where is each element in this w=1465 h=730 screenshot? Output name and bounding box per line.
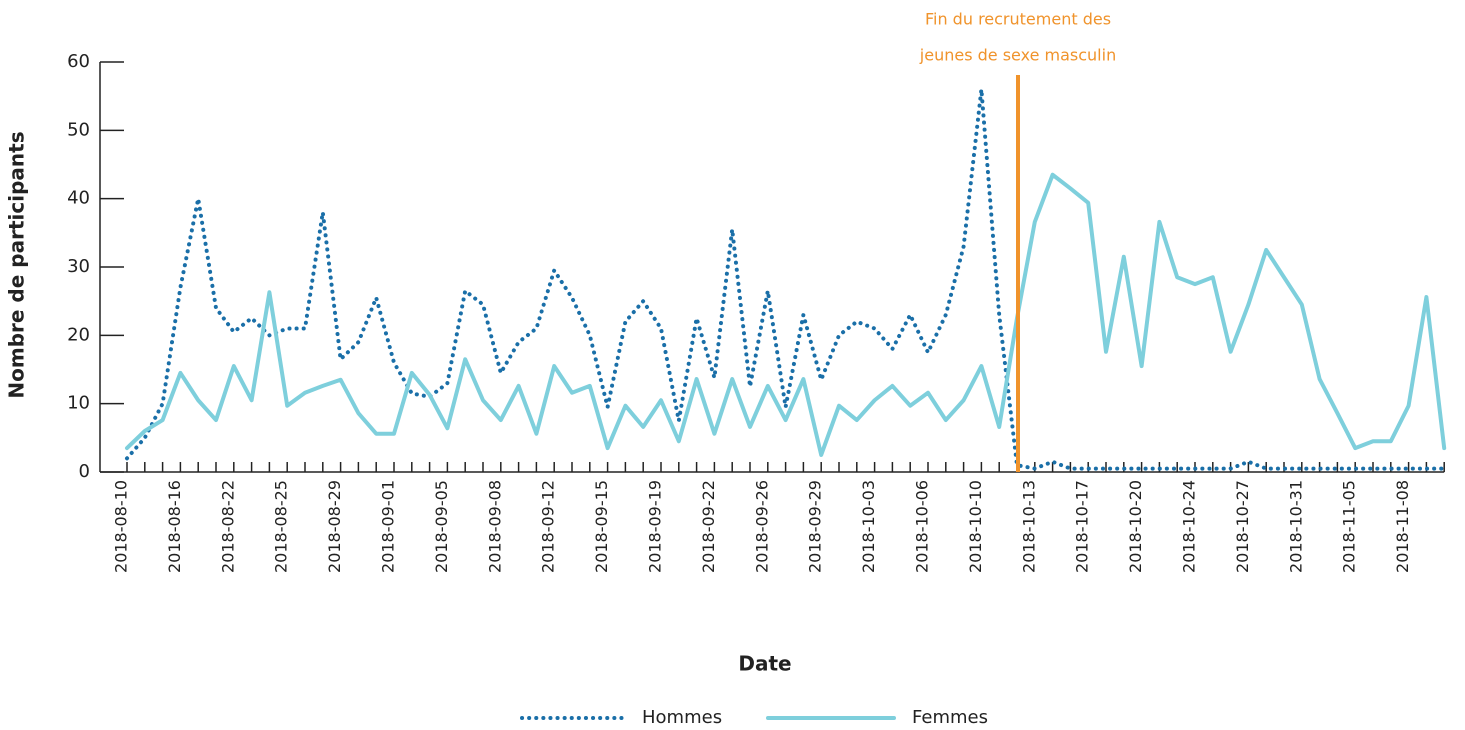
x-tick-label: 2018-11-05: [1340, 480, 1359, 573]
x-tick-label: 2018-08-29: [325, 480, 344, 573]
y-axis-label: Nombre de participants: [5, 131, 29, 398]
x-tick-label: 2018-09-08: [485, 480, 504, 573]
x-tick-label: 2018-08-25: [272, 480, 291, 573]
series-line: [125, 172, 1447, 457]
x-tick-label: 2018-09-22: [699, 480, 718, 573]
x-tick-label: 2018-10-17: [1073, 480, 1092, 573]
y-tick-label: 50: [67, 119, 90, 140]
x-tick-label: 2018-10-20: [1126, 480, 1145, 573]
annotation-text: jeunes de sexe masculin: [919, 46, 1116, 65]
x-tick-label: 2018-09-26: [752, 480, 771, 573]
legend-label: Hommes: [642, 707, 722, 728]
x-axis-label: Date: [738, 652, 791, 676]
x-tick-label: 2018-10-06: [913, 480, 932, 573]
y-tick-label: 0: [79, 461, 90, 482]
series-line: [125, 87, 1447, 471]
legend-label: Femmes: [912, 707, 988, 728]
y-tick-label: 40: [67, 188, 90, 209]
x-tick-label: 2018-08-10: [112, 480, 131, 573]
y-tick-label: 20: [67, 324, 90, 345]
x-tick-label: 2018-09-05: [432, 480, 451, 573]
x-tick-label: 2018-10-13: [1019, 480, 1038, 573]
x-tick-label: 2018-09-01: [379, 480, 398, 573]
x-tick-label: 2018-09-29: [806, 480, 825, 573]
x-tick-label: 2018-11-08: [1393, 480, 1412, 573]
x-tick-label: 2018-09-19: [646, 480, 665, 573]
x-tick-label: 2018-10-03: [859, 480, 878, 573]
x-tick-label: 2018-09-12: [539, 480, 558, 573]
x-tick-label: 2018-08-22: [218, 480, 237, 573]
x-tick-label: 2018-10-27: [1233, 480, 1252, 573]
y-tick-label: 60: [67, 51, 90, 72]
x-tick-label: 2018-08-16: [165, 480, 184, 573]
x-tick-label: 2018-09-15: [592, 480, 611, 573]
y-tick-label: 30: [67, 256, 90, 277]
x-tick-label: 2018-10-24: [1180, 480, 1199, 573]
x-tick-label: 2018-10-31: [1286, 480, 1305, 573]
x-tick-label: 2018-10-10: [966, 480, 985, 573]
annotation-text: Fin du recrutement des: [925, 10, 1111, 29]
y-tick-label: 10: [67, 393, 90, 414]
